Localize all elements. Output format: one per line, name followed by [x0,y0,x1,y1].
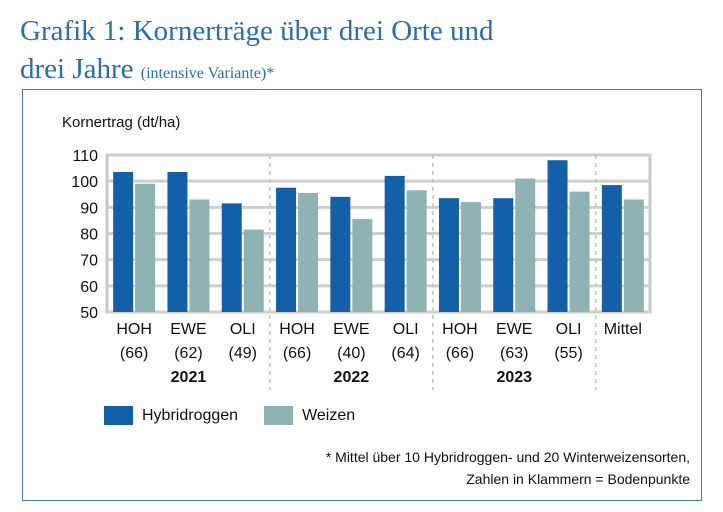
x-tick-label: Mittel [604,321,642,338]
x-tick-sublabel: (62) [174,345,202,362]
bar-hybridroggen-6 [438,198,459,312]
x-tick-sublabel: (66) [446,345,474,362]
legend-label-hybridroggen: Hybridroggen [142,406,239,424]
x-tick-label: OLI [556,321,582,338]
x-tick-sublabel: (40) [337,345,365,362]
legend-item-hybridroggen: Hybridroggen [104,406,238,425]
x-tick-label: HOH [442,321,478,338]
bar-weizen-0 [135,183,156,312]
y-tick-label: 70 [80,253,98,270]
y-tick-label: 80 [80,227,98,244]
title-line-2: drei Jahre [20,53,134,85]
x-tick-label: OLI [393,321,419,338]
y-axis-label: Kornertrag (dt/ha) [62,114,181,131]
x-tick-sublabel: (49) [229,345,257,362]
bar-weizen-1 [189,199,210,312]
x-tick-sublabel: (63) [500,345,528,362]
bar-weizen-2 [243,229,264,312]
legend: Hybridroggen Weizen [104,406,381,425]
x-tick-label: EWE [496,321,532,338]
x-tick-sublabel: (55) [554,345,582,362]
bar-hybridroggen-1 [167,172,188,312]
legend-label-weizen: Weizen [302,406,356,424]
y-tick-label: 100 [71,174,98,191]
group-label-year: 2022 [334,369,370,386]
footnote-line-1: * Mittel über 10 Hybridroggen- und 20 Wi… [325,449,690,465]
x-tick-label: HOH [116,321,152,338]
y-tick-label: 50 [80,305,98,322]
bar-hybridroggen-8 [547,160,568,312]
bar-hybridroggen-0 [113,172,134,312]
y-tick-label: 90 [80,200,98,217]
bar-weizen-7 [515,178,536,312]
group-label-year: 2021 [171,369,207,386]
legend-swatch-hybridroggen [104,406,133,425]
group-label-year: 2023 [496,369,532,386]
footnote-line-2: Zahlen in Klammern = Bodenpunkte [466,471,690,487]
bar-weizen-9 [623,199,644,312]
chart-title: Grafik 1: Kornerträge über drei Orte und… [20,12,493,93]
x-tick-label: HOH [279,321,315,338]
bar-weizen-4 [352,219,373,312]
bar-hybridroggen-2 [221,203,242,312]
footnote: * Mittel über 10 Hybridroggen- und 20 Wi… [326,446,690,490]
bar-hybridroggen-9 [601,185,622,312]
y-tick-label: 110 [72,148,98,165]
x-tick-sublabel: (64) [391,345,419,362]
bar-weizen-3 [298,192,319,312]
title-subtitle: (intensive Variante)* [140,65,275,82]
title-line-1: Grafik 1: Kornerträge über drei Orte und [20,15,494,47]
chart-frame [22,89,702,501]
bar-hybridroggen-4 [330,196,351,312]
bar-weizen-6 [460,202,481,312]
x-tick-label: EWE [170,321,206,338]
y-tick-label: 60 [80,279,98,296]
legend-item-weizen: Weizen [264,406,355,425]
bar-hybridroggen-5 [384,175,405,312]
x-tick-sublabel: (66) [283,345,311,362]
x-tick-label: OLI [230,321,256,338]
bar-weizen-5 [406,190,427,312]
bar-weizen-8 [569,191,590,312]
x-tick-sublabel: (66) [120,345,148,362]
legend-swatch-weizen [264,406,294,425]
x-tick-label: EWE [333,321,369,338]
bar-hybridroggen-3 [276,187,297,312]
bar-hybridroggen-7 [493,198,514,312]
